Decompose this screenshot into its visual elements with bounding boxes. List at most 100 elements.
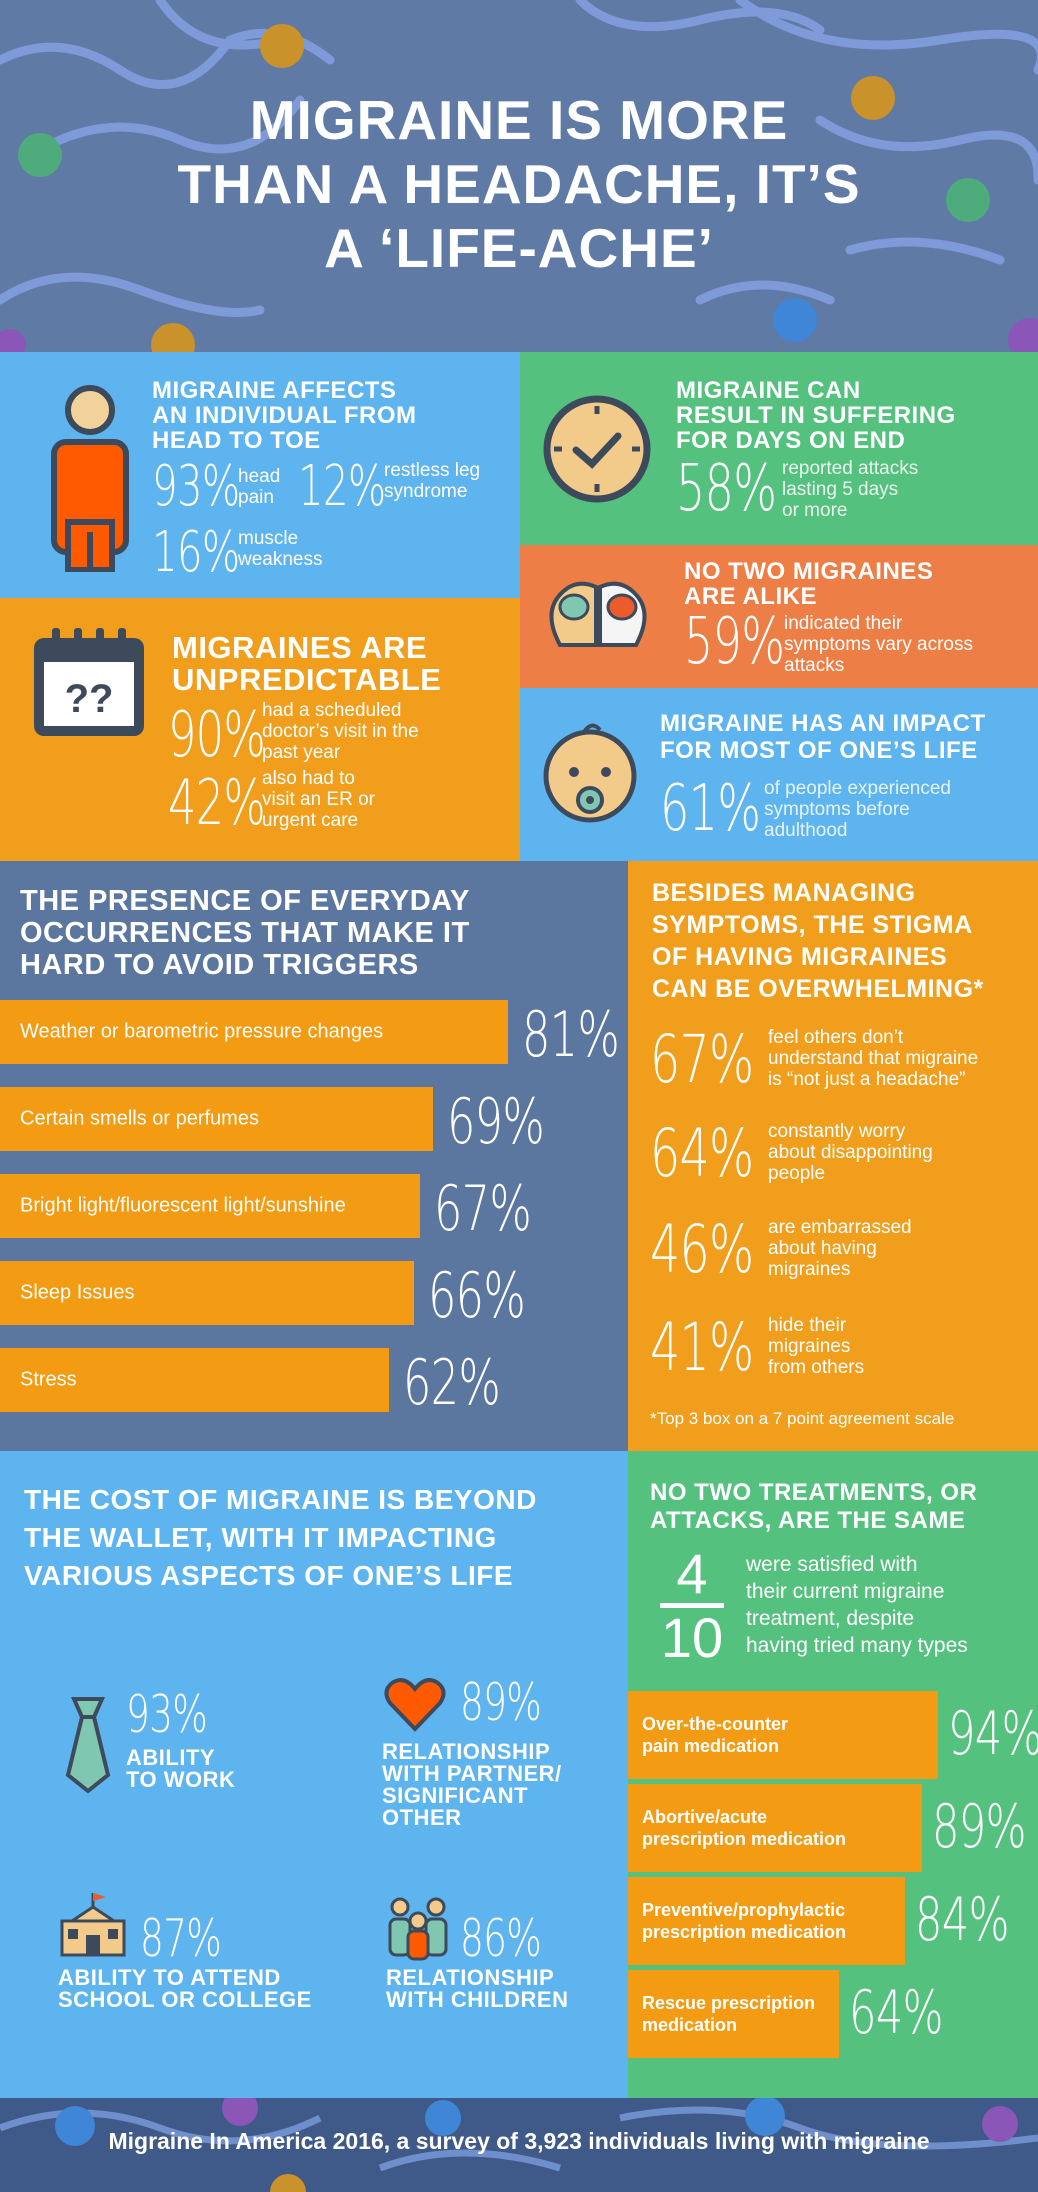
heading-line: FOR DAYS ON END	[676, 427, 906, 454]
heart-icon	[384, 1678, 446, 1732]
head-to-toe-heading: MIGRAINE AFFECTS AN INDIVIDUAL FROM HEAD…	[152, 378, 417, 453]
label-line: are embarrassed	[768, 1217, 912, 1238]
treatment-value: 84%	[915, 1885, 1038, 1955]
heading-line: THE WALLET, WITH IT IMPACTING	[24, 1522, 497, 1553]
stat-value: 90%	[168, 698, 266, 771]
label-line: OTHER	[382, 1805, 462, 1830]
treatments-panel: NO TWO TREATMENTS, OR ATTACKS, ARE THE S…	[628, 1451, 1038, 2098]
alike-heading: NO TWO MIGRAINES ARE ALIKE	[684, 559, 933, 609]
cost-item-partner-pct: 89%	[460, 1673, 573, 1733]
stat-days: 58% reported attacks lasting 5 days or m…	[676, 452, 918, 526]
cost-item-school-label: ABILITY TO ATTEND SCHOOL OR COLLEGE	[58, 1967, 312, 2011]
stat-lifetime: 61% of people experienced symptoms befor…	[660, 772, 951, 846]
trigger-pct: 69%	[447, 1085, 545, 1158]
stat-label: head pain	[238, 466, 298, 508]
heading-line: HARD TO AVOID TRIGGERS	[20, 949, 419, 981]
label-line: feel others don’t	[768, 1027, 904, 1048]
stigma-pct: 64%	[650, 1115, 754, 1192]
stat-label: also had to visit an ER or urgent care	[262, 768, 462, 831]
label-line: urgent care	[262, 810, 359, 831]
label-line: symptoms vary across	[784, 634, 973, 655]
trigger-bar: Bright light/fluorescent light/sunshine	[0, 1174, 420, 1238]
stigma-item: 64% constantly worry about disappointing pe…	[650, 1115, 933, 1192]
trigger-value: 66%	[428, 1259, 563, 1332]
cost-item-partner-label: RELATIONSHIP WITH PARTNER/ SIGNIFICANT O…	[382, 1741, 562, 1829]
stat-label: restless leg syndrome	[384, 460, 524, 502]
title-line: A ‘LIFE-ACHE’	[324, 217, 714, 279]
cost-item-school-pct: 87%	[140, 1909, 253, 1969]
label-line: Preventive/prophylactic	[642, 1900, 846, 1920]
alike-panel: NO TWO MIGRAINES ARE ALIKE 59% indicated…	[520, 545, 1038, 688]
calendar-icon: ??	[34, 628, 144, 736]
trigger-value: 69%	[447, 1085, 582, 1158]
label-line: from others	[768, 1357, 865, 1378]
triggers-panel: THE PRESENCE OF EVERYDAY OCCURRENCES THA…	[0, 861, 628, 1451]
treatments-heading: NO TWO TREATMENTS, OR ATTACKS, ARE THE S…	[650, 1479, 977, 1535]
label-line: visit an ER or	[262, 789, 375, 810]
stigma-item: 67% feel others don’t understand that migr…	[650, 1021, 978, 1098]
label-line: about disappointing	[768, 1142, 933, 1163]
fraction-divider	[660, 1603, 724, 1608]
stigma-item: 41% hide their migraines from others	[650, 1309, 864, 1386]
label-line: or more	[782, 500, 848, 521]
label-line: prescription medication	[642, 1829, 847, 1849]
heading-line: OCCURRENCES THAT MAKE IT	[20, 917, 470, 949]
trigger-pct: 81%	[522, 998, 620, 1071]
label-line: of people experienced	[764, 778, 951, 799]
stat-value: 93%	[152, 454, 240, 519]
stigma-footnote: *Top 3 box on a 7 point agreement scale	[650, 1409, 955, 1428]
trigger-value: 67%	[434, 1172, 569, 1245]
tie-icon	[65, 1697, 111, 1794]
brains-icon	[549, 581, 647, 647]
label-line: treatment, despite	[746, 1607, 915, 1630]
label-line: about having	[768, 1238, 877, 1259]
label-line: reported attacks	[782, 458, 919, 479]
stigma-pct: 46%	[650, 1211, 754, 1288]
label-line: also had to	[262, 768, 355, 789]
footer-banner	[0, 2098, 1038, 2192]
stat-doctor-visit: 90% had a scheduled doctor’s visit in th…	[168, 698, 419, 771]
heading-line: THE COST OF MIGRAINE IS BEYOND	[24, 1484, 537, 1515]
stigma-label: feel others don’t understand that migrain…	[768, 1027, 1028, 1090]
stat-value: 59%	[684, 605, 785, 679]
cost-item-children-label: RELATIONSHIP WITH CHILDREN	[386, 1967, 568, 2011]
stat-value: 61%	[660, 772, 761, 846]
label-line: head	[238, 466, 281, 487]
stigma-heading: BESIDES MANAGING SYMPTOMS, THE STIGMA OF…	[652, 877, 984, 1005]
stigma-panel: BESIDES MANAGING SYMPTOMS, THE STIGMA OF…	[628, 861, 1038, 1451]
label-line: ABILITY	[126, 1745, 216, 1770]
label-line: WITH PARTNER/	[382, 1761, 562, 1786]
label-line: RELATIONSHIP	[382, 1739, 551, 1764]
label-line: doctor’s visit in the	[262, 721, 419, 742]
trigger-bar: Sleep Issues	[0, 1261, 414, 1325]
cost-item-children-pct: 86%	[460, 1909, 573, 1969]
page-title: MIGRAINE IS MORE THAN A HEADACHE, IT’S A…	[0, 88, 1038, 280]
treatment-pct: 64%	[849, 1978, 944, 2048]
fraction-label: were satisfied with their current migrai…	[746, 1551, 968, 1659]
title-line: MIGRAINE IS MORE	[249, 89, 789, 151]
stat-label: ABILITY TO WORK	[126, 1747, 239, 1791]
stat-label: indicated their symptoms vary across att…	[784, 613, 1004, 676]
heading-line: NO TWO MIGRAINES	[684, 558, 934, 585]
heading-line: MIGRAINES ARE	[172, 630, 428, 665]
unpredictable-panel: ?? MIGRAINES ARE UNPREDICTABLE 90% had a…	[0, 598, 520, 861]
stigma-label: constantly worry about disappointing peopl…	[768, 1121, 1028, 1184]
fraction: 4 10	[660, 1546, 724, 1666]
label-line: understand that migraine	[768, 1048, 979, 1069]
stat-label: had a scheduled doctor’s visit in the pa…	[262, 700, 482, 763]
calendar-question-marks: ??	[65, 677, 114, 721]
label-line: hide their	[768, 1315, 847, 1336]
heading-line: MIGRAINE AFFECTS	[152, 377, 397, 404]
treatment-label: Over-the-counter pain medication	[642, 1713, 788, 1757]
trigger-label: Weather or barometric pressure changes	[20, 1020, 384, 1043]
heading-line: FOR MOST OF ONE’S LIFE	[660, 737, 978, 764]
trigger-bar: Weather or barometric pressure changes	[0, 1000, 508, 1064]
heading-line: SYMPTOMS, THE STIGMA	[652, 911, 973, 939]
trigger-bar: Stress	[0, 1348, 389, 1412]
trigger-value: 81%	[522, 998, 657, 1071]
treatment-label: Preventive/prophylactic prescription medi…	[642, 1899, 846, 1943]
heading-line: CAN BE OVERWHELMING*	[652, 975, 984, 1003]
cost-heading: THE COST OF MIGRAINE IS BEYOND THE WALLE…	[24, 1481, 537, 1595]
heading-line: ATTACKS, ARE THE SAME	[650, 1507, 966, 1534]
footer-source: Migraine In America 2016, a survey of 3,…	[108, 2128, 930, 2154]
